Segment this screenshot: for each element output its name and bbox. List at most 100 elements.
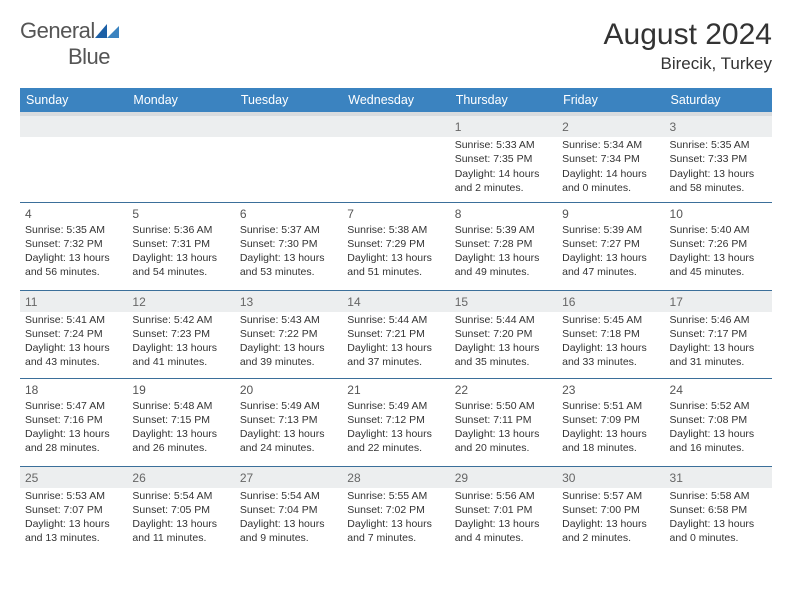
day-details: Sunrise: 5:48 AMSunset: 7:15 PMDaylight:…: [132, 399, 229, 456]
day-number-empty: [342, 116, 449, 137]
day-detail-line: Daylight: 13 hours: [347, 341, 444, 355]
day-detail-line: Daylight: 13 hours: [25, 427, 122, 441]
day-detail-line: and 51 minutes.: [347, 265, 444, 279]
day-detail-line: Sunset: 7:31 PM: [132, 237, 229, 251]
day-detail-line: Sunrise: 5:45 AM: [562, 313, 659, 327]
day-detail-line: Daylight: 13 hours: [25, 251, 122, 265]
day-number: 18: [25, 382, 122, 398]
day-details: Sunrise: 5:49 AMSunset: 7:12 PMDaylight:…: [347, 399, 444, 456]
day-detail-line: and 26 minutes.: [132, 441, 229, 455]
day-number: 30: [557, 467, 664, 488]
day-cell: 13Sunrise: 5:43 AMSunset: 7:22 PMDayligh…: [235, 290, 342, 378]
day-detail-line: Sunrise: 5:40 AM: [670, 223, 767, 237]
day-detail-line: Sunrise: 5:39 AM: [562, 223, 659, 237]
day-detail-line: Daylight: 13 hours: [562, 341, 659, 355]
day-cell: 27Sunrise: 5:54 AMSunset: 7:04 PMDayligh…: [235, 466, 342, 554]
day-cell: 3Sunrise: 5:35 AMSunset: 7:33 PMDaylight…: [665, 114, 772, 202]
day-detail-line: and 11 minutes.: [132, 531, 229, 545]
day-number: 22: [455, 382, 552, 398]
day-cell: 19Sunrise: 5:48 AMSunset: 7:15 PMDayligh…: [127, 378, 234, 466]
day-details: Sunrise: 5:34 AMSunset: 7:34 PMDaylight:…: [562, 138, 659, 195]
day-detail-line: Sunset: 7:00 PM: [562, 503, 659, 517]
day-number: 1: [450, 116, 557, 137]
week-row: 1Sunrise: 5:33 AMSunset: 7:35 PMDaylight…: [20, 114, 772, 202]
day-detail-line: Daylight: 13 hours: [132, 341, 229, 355]
day-detail-line: Sunrise: 5:49 AM: [240, 399, 337, 413]
day-cell: 10Sunrise: 5:40 AMSunset: 7:26 PMDayligh…: [665, 202, 772, 290]
day-detail-line: and 0 minutes.: [670, 531, 767, 545]
day-detail-line: and 35 minutes.: [455, 355, 552, 369]
day-number: 26: [127, 467, 234, 488]
day-cell: [20, 114, 127, 202]
day-header: Sunday: [20, 88, 127, 114]
day-detail-line: Sunrise: 5:49 AM: [347, 399, 444, 413]
calendar-table: SundayMondayTuesdayWednesdayThursdayFrid…: [20, 88, 772, 554]
day-number: 14: [342, 291, 449, 312]
day-detail-line: Sunrise: 5:56 AM: [455, 489, 552, 503]
day-detail-line: Daylight: 13 hours: [455, 427, 552, 441]
day-detail-line: Daylight: 13 hours: [670, 167, 767, 181]
day-detail-line: and 58 minutes.: [670, 181, 767, 195]
day-detail-line: Daylight: 14 hours: [562, 167, 659, 181]
day-cell: 25Sunrise: 5:53 AMSunset: 7:07 PMDayligh…: [20, 466, 127, 554]
day-detail-line: Sunrise: 5:50 AM: [455, 399, 552, 413]
day-cell: 30Sunrise: 5:57 AMSunset: 7:00 PMDayligh…: [557, 466, 664, 554]
day-number: 5: [132, 206, 229, 222]
day-details: Sunrise: 5:56 AMSunset: 7:01 PMDaylight:…: [455, 489, 552, 546]
day-detail-line: and 4 minutes.: [455, 531, 552, 545]
day-detail-line: Daylight: 13 hours: [455, 341, 552, 355]
day-detail-line: Sunrise: 5:42 AM: [132, 313, 229, 327]
day-detail-line: and 9 minutes.: [240, 531, 337, 545]
day-detail-line: Sunset: 7:23 PM: [132, 327, 229, 341]
day-detail-line: and 53 minutes.: [240, 265, 337, 279]
day-detail-line: and 18 minutes.: [562, 441, 659, 455]
day-details: Sunrise: 5:54 AMSunset: 7:04 PMDaylight:…: [240, 489, 337, 546]
day-detail-line: Sunset: 7:08 PM: [670, 413, 767, 427]
day-number: 6: [240, 206, 337, 222]
day-cell: 26Sunrise: 5:54 AMSunset: 7:05 PMDayligh…: [127, 466, 234, 554]
day-detail-line: Sunset: 7:05 PM: [132, 503, 229, 517]
day-cell: 29Sunrise: 5:56 AMSunset: 7:01 PMDayligh…: [450, 466, 557, 554]
day-details: Sunrise: 5:38 AMSunset: 7:29 PMDaylight:…: [347, 223, 444, 280]
day-number: 8: [455, 206, 552, 222]
day-details: Sunrise: 5:49 AMSunset: 7:13 PMDaylight:…: [240, 399, 337, 456]
day-cell: 23Sunrise: 5:51 AMSunset: 7:09 PMDayligh…: [557, 378, 664, 466]
day-header: Friday: [557, 88, 664, 114]
day-detail-line: Daylight: 13 hours: [347, 427, 444, 441]
day-detail-line: Sunset: 7:26 PM: [670, 237, 767, 251]
day-detail-line: Sunset: 7:09 PM: [562, 413, 659, 427]
day-number: 11: [20, 291, 127, 312]
week-row: 4Sunrise: 5:35 AMSunset: 7:32 PMDaylight…: [20, 202, 772, 290]
day-details: Sunrise: 5:52 AMSunset: 7:08 PMDaylight:…: [670, 399, 767, 456]
day-cell: 18Sunrise: 5:47 AMSunset: 7:16 PMDayligh…: [20, 378, 127, 466]
day-detail-line: Sunset: 7:32 PM: [25, 237, 122, 251]
day-detail-line: and 7 minutes.: [347, 531, 444, 545]
day-detail-line: Sunset: 6:58 PM: [670, 503, 767, 517]
day-number: 12: [127, 291, 234, 312]
day-number: 7: [347, 206, 444, 222]
logo-text-part2: Blue: [68, 44, 110, 69]
day-detail-line: Sunrise: 5:54 AM: [240, 489, 337, 503]
day-detail-line: Sunrise: 5:57 AM: [562, 489, 659, 503]
day-detail-line: Sunset: 7:33 PM: [670, 152, 767, 166]
day-details: Sunrise: 5:58 AMSunset: 6:58 PMDaylight:…: [670, 489, 767, 546]
day-detail-line: Sunset: 7:18 PM: [562, 327, 659, 341]
day-detail-line: and 56 minutes.: [25, 265, 122, 279]
day-cell: 4Sunrise: 5:35 AMSunset: 7:32 PMDaylight…: [20, 202, 127, 290]
day-cell: 2Sunrise: 5:34 AMSunset: 7:34 PMDaylight…: [557, 114, 664, 202]
day-detail-line: and 2 minutes.: [562, 531, 659, 545]
day-number-empty: [235, 116, 342, 137]
day-detail-line: Daylight: 13 hours: [670, 251, 767, 265]
day-details: Sunrise: 5:50 AMSunset: 7:11 PMDaylight:…: [455, 399, 552, 456]
day-number: 20: [240, 382, 337, 398]
day-cell: 5Sunrise: 5:36 AMSunset: 7:31 PMDaylight…: [127, 202, 234, 290]
logo-text: General Blue: [20, 18, 121, 70]
day-detail-line: Daylight: 13 hours: [132, 427, 229, 441]
day-details: Sunrise: 5:35 AMSunset: 7:32 PMDaylight:…: [25, 223, 122, 280]
location: Birecik, Turkey: [604, 54, 772, 74]
day-detail-line: Sunset: 7:13 PM: [240, 413, 337, 427]
day-cell: [235, 114, 342, 202]
day-detail-line: Sunset: 7:27 PM: [562, 237, 659, 251]
day-details: Sunrise: 5:54 AMSunset: 7:05 PMDaylight:…: [132, 489, 229, 546]
day-detail-line: Sunset: 7:29 PM: [347, 237, 444, 251]
